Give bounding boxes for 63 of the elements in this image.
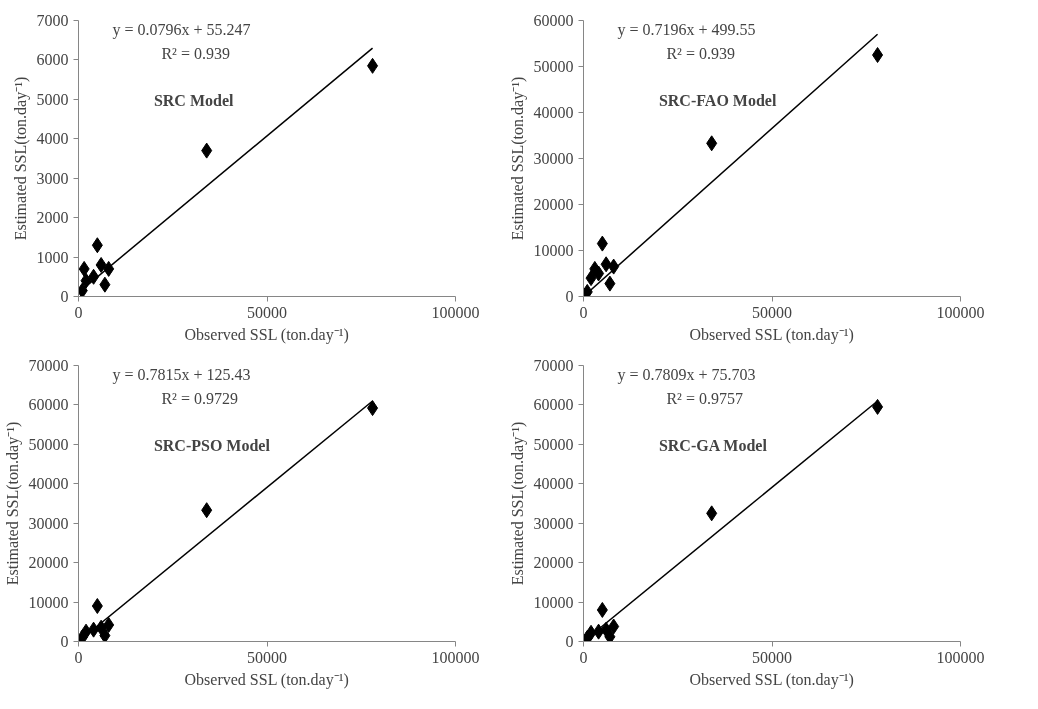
y-tick-label: 70000 [28, 357, 69, 374]
x-tick-label: 50000 [247, 303, 287, 321]
x-tick-label: 100000 [936, 303, 985, 321]
y-tick-label: 20000 [28, 554, 69, 572]
y-tick-label: 3000 [36, 169, 69, 187]
y-tick-label: 30000 [533, 514, 574, 532]
y-tick-label: 2000 [36, 209, 69, 227]
x-tick-label: 100000 [936, 648, 985, 666]
y-tick-label: 40000 [533, 104, 574, 121]
x-axis-title: Observed SSL (ton.day⁻¹) [689, 325, 854, 344]
y-tick-label: 0 [565, 633, 574, 650]
y-tick-label: 40000 [533, 475, 574, 493]
y-tick-label: 30000 [533, 150, 574, 167]
y-tick-label: 20000 [533, 196, 574, 213]
annotation: R² = 0.9757 [666, 390, 743, 408]
x-tick-label: 50000 [752, 648, 792, 666]
annotation: R² = 0.939 [666, 45, 735, 63]
annotation: R² = 0.939 [161, 45, 230, 63]
y-axis-title: Estimated SSL(ton.day⁻¹) [508, 421, 527, 586]
y-tick-label: 40000 [28, 475, 69, 493]
y-tick-label: 60000 [533, 396, 574, 414]
y-tick-label: 20000 [533, 554, 574, 572]
x-tick-label: 0 [579, 648, 588, 666]
y-tick-label: 10000 [28, 593, 69, 611]
annotation: y = 0.0796x + 55.247 [112, 20, 251, 39]
x-tick-label: 100000 [431, 648, 480, 666]
annotation: SRC-FAO Model [658, 92, 777, 110]
y-tick-label: 4000 [36, 130, 69, 148]
y-tick-label: 30000 [28, 514, 69, 532]
y-tick-label: 60000 [28, 396, 69, 414]
x-tick-label: 0 [579, 303, 588, 321]
x-tick-label: 100000 [431, 303, 480, 321]
y-tick-label: 50000 [28, 435, 69, 453]
y-tick-label: 0 [60, 633, 69, 650]
y-tick-label: 0 [565, 288, 574, 305]
y-tick-label: 60000 [533, 12, 574, 29]
y-tick-label: 0 [60, 288, 69, 305]
annotation: SRC-GA Model [658, 437, 768, 455]
y-tick-label: 10000 [533, 242, 574, 259]
x-tick-label: 0 [74, 648, 83, 666]
y-tick-label: 50000 [533, 435, 574, 453]
annotation: y = 0.7196x + 499.55 [617, 20, 756, 39]
y-axis-title: Estimated SSL(ton.day⁻¹) [11, 76, 30, 241]
y-tick-label: 1000 [36, 248, 69, 266]
x-axis-title: Observed SSL (ton.day⁻¹) [184, 670, 349, 689]
y-axis-title: Estimated SSL(ton.day⁻¹) [508, 76, 527, 241]
y-tick-label: 5000 [36, 90, 69, 108]
y-tick-label: 7000 [36, 12, 69, 29]
annotation: SRC Model [153, 92, 235, 110]
annotation: y = 0.7809x + 75.703 [617, 365, 756, 384]
y-tick-label: 70000 [533, 357, 574, 374]
y-tick-label: 10000 [533, 593, 574, 611]
y-tick-label: 50000 [533, 58, 574, 75]
y-axis-title: Estimated SSL(ton.day⁻¹) [3, 421, 22, 586]
x-axis-title: Observed SSL (ton.day⁻¹) [689, 670, 854, 689]
x-axis-title: Observed SSL (ton.day⁻¹) [184, 325, 349, 344]
annotation: y = 0.7815x + 125.43 [112, 365, 251, 384]
annotation: SRC-PSO Model [153, 437, 271, 455]
x-tick-label: 50000 [247, 648, 287, 666]
x-tick-label: 0 [74, 303, 83, 321]
y-tick-label: 6000 [36, 51, 69, 69]
x-tick-label: 50000 [752, 303, 792, 321]
annotation: R² = 0.9729 [161, 390, 238, 408]
